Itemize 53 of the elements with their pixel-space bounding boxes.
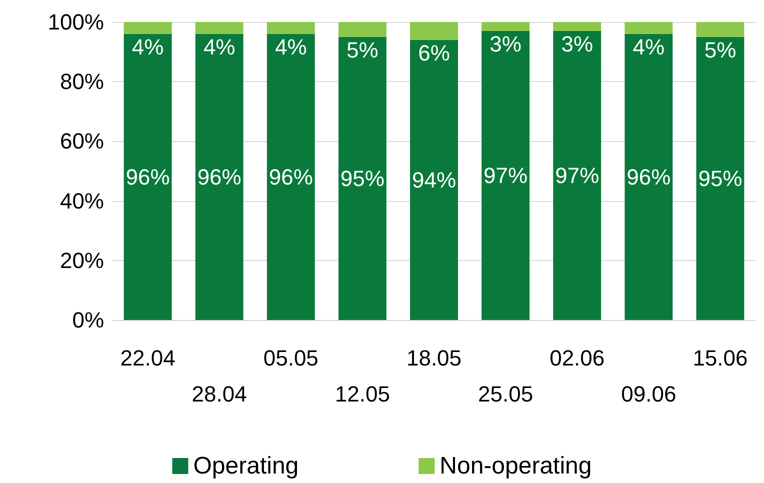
bar	[624, 22, 673, 34]
bar	[553, 22, 602, 31]
data-label: 4%	[203, 34, 236, 60]
x-tick-label: 02.06	[550, 346, 605, 370]
y-tick-label: 100%	[48, 10, 104, 34]
bar	[553, 30, 602, 320]
bar	[410, 40, 458, 320]
bar	[124, 34, 172, 320]
data-label: 96%	[126, 164, 170, 190]
y-tick-label: 20%	[60, 248, 104, 273]
x-tick-label: 18.05	[406, 346, 462, 370]
data-label: 97%	[484, 162, 528, 188]
data-label: 96%	[268, 164, 313, 190]
x-tick-label: 22.04	[120, 346, 176, 370]
data-label: 97%	[555, 162, 600, 188]
bar	[482, 30, 530, 320]
bar	[338, 22, 386, 37]
data-label: 96%	[197, 164, 242, 190]
data-label: 95%	[340, 166, 384, 191]
bar	[266, 22, 315, 34]
data-label: 3%	[561, 31, 594, 56]
x-tick-label: 28.04	[192, 382, 247, 406]
x-tick-label: 05.05	[263, 346, 318, 370]
bar	[696, 36, 744, 320]
data-label: 96%	[626, 164, 671, 190]
x-tick-label: 09.06	[621, 382, 676, 406]
bar	[482, 22, 530, 31]
x-tick-label: 25.05	[478, 382, 534, 406]
bar	[410, 22, 458, 40]
data-label: 5%	[704, 37, 736, 62]
data-label: 4%	[632, 34, 665, 60]
y-tick-label: 40%	[60, 188, 104, 214]
x-tick-label: 12.05	[334, 382, 390, 406]
legend-label: Non-operating	[440, 452, 592, 480]
y-tick-label: 80%	[60, 69, 104, 94]
data-label: 4%	[132, 34, 164, 60]
data-label: 95%	[698, 166, 742, 191]
data-label: 6%	[418, 40, 450, 66]
data-label: 5%	[346, 37, 378, 62]
bar	[266, 34, 315, 320]
y-tick-label: 0%	[72, 308, 104, 332]
y-tick-label: 60%	[60, 128, 104, 154]
bar	[338, 36, 386, 320]
bar	[195, 34, 244, 320]
bar	[624, 34, 673, 320]
bar	[124, 22, 172, 34]
data-label: 4%	[274, 34, 307, 60]
data-label: 3%	[490, 31, 522, 56]
bar	[195, 22, 244, 34]
x-tick-label: 15.06	[692, 346, 748, 370]
bar	[696, 22, 744, 37]
legend-label: Operating	[193, 452, 299, 480]
data-label: 94%	[412, 167, 456, 192]
